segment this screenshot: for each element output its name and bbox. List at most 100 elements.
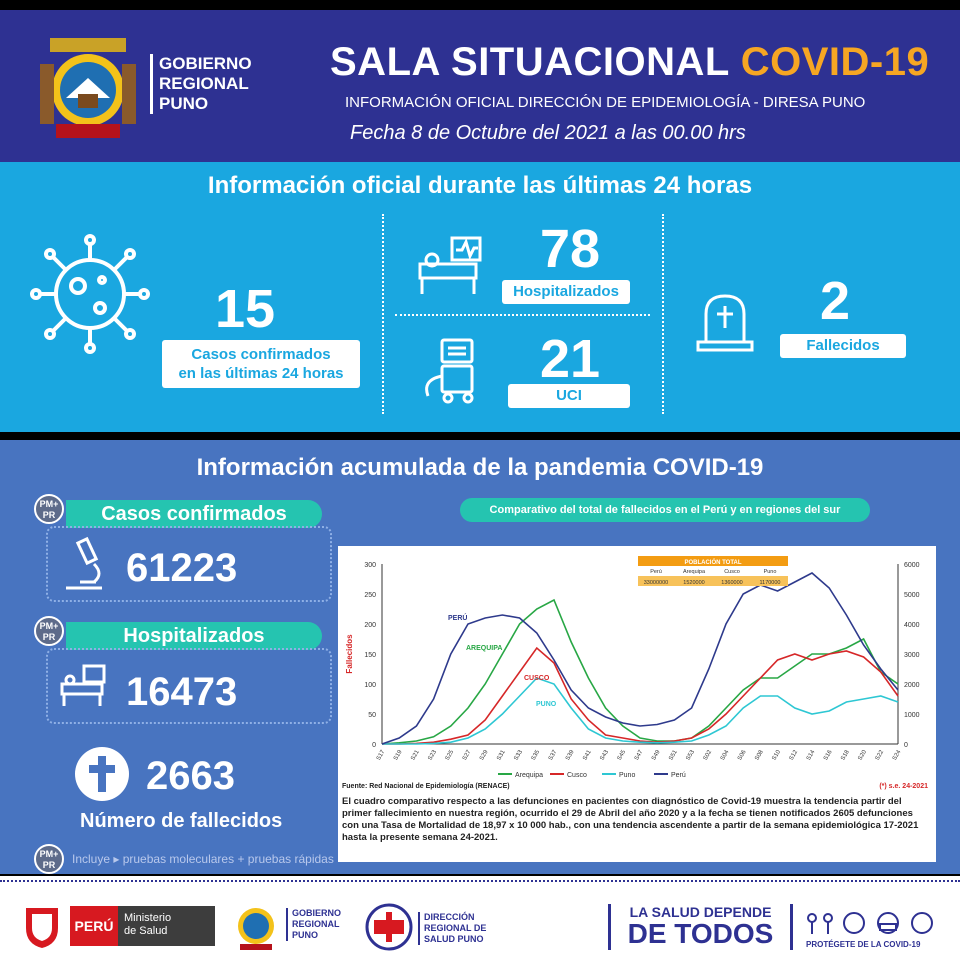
x-tick-label: S23 <box>427 749 438 762</box>
legend-label: Perú <box>671 772 686 779</box>
report-date: Fecha 8 de Octubre del 2021 a las 00.00 … <box>350 122 746 144</box>
population-header: Arequipa <box>683 569 706 575</box>
x-tick-label: S02 <box>703 749 714 762</box>
y-axis-title: Fallecidos <box>345 634 354 674</box>
x-tick-label: S35 <box>531 749 542 762</box>
x-tick-label: S10 <box>771 749 782 762</box>
pm-badge: PM+ PR <box>34 616 64 646</box>
y-tick-label-right: 3000 <box>904 652 920 659</box>
x-tick-label: S18 <box>840 749 851 762</box>
population-value: 1360000 <box>721 580 742 586</box>
y-tick-label-right: 4000 <box>904 622 920 629</box>
population-header: Puno <box>764 569 777 575</box>
y-tick-label-left: 200 <box>364 622 376 629</box>
accumulated-title: Información acumulada de la pandemia COV… <box>196 454 764 481</box>
y-tick-label-left: 100 <box>364 682 376 689</box>
x-tick-label: S19 <box>393 749 404 762</box>
cases-24h-label: Casos confirmados en las últimas 24 hora… <box>162 340 360 388</box>
header-banner: GOBIERNO REGIONAL PUNO SALA SITUACIONAL … <box>0 10 960 162</box>
series-line-cusco <box>382 646 899 745</box>
population-value: 1520000 <box>683 580 704 586</box>
population-title: POBLACIÓN TOTAL <box>684 558 741 566</box>
x-tick-label: S45 <box>617 749 628 762</box>
deaths-line-chart: 0501001502002503000100020003000400050006… <box>342 556 928 790</box>
population-values-bg <box>638 576 788 586</box>
virus-icon <box>30 234 150 354</box>
diresa-logo-icon <box>365 903 413 951</box>
x-tick-label: S21 <box>410 749 421 762</box>
x-tick-label: S51 <box>668 749 679 762</box>
x-tick-label: S41 <box>582 749 593 762</box>
y-tick-label-right: 2000 <box>904 682 920 689</box>
y-tick-label-left: 0 <box>372 742 376 749</box>
x-tick-label: S49 <box>651 749 662 762</box>
legend-label: Puno <box>619 772 635 779</box>
campaign-logo: LA SALUD DEPENDE DE TODOS <box>608 904 793 950</box>
uci-24h-label: UCI <box>508 384 630 408</box>
acc-cases-label: Casos confirmados <box>66 500 322 528</box>
page-subtitle: INFORMACIÓN OFICIAL DIRECCIÓN DE EPIDEMI… <box>345 94 866 111</box>
x-tick-label: S47 <box>634 749 645 762</box>
last-24h-section: Información oficial durante las últimas … <box>0 162 960 432</box>
y-tick-label-left: 250 <box>364 592 376 599</box>
population-value: 33000000 <box>644 580 668 586</box>
tests-note: Incluye ▸ pruebas moleculares + pruebas … <box>72 852 334 866</box>
diresa-footer-label: DIRECCIÓN REGIONAL DE SALUD PUNO <box>418 912 486 945</box>
series-line-perú <box>381 572 899 745</box>
last-24h-title: Información oficial durante las últimas … <box>207 172 753 199</box>
icu-monitor-icon <box>425 338 474 404</box>
tombstone-icon <box>696 294 754 352</box>
x-tick-label: S39 <box>565 749 576 762</box>
cases-24h-value: 15 <box>214 279 276 339</box>
hosp-24h-value: 78 <box>539 219 601 279</box>
acc-hosp-value: 16473 <box>126 670 238 714</box>
x-tick-label: S06 <box>737 749 748 762</box>
y-tick-label-left: 150 <box>364 652 376 659</box>
population-header: Perú <box>650 569 662 575</box>
y-tick-label-right: 0 <box>904 742 908 749</box>
hospital-bed-icon <box>418 236 482 294</box>
footer: PERÚ Ministerio de Salud GOBIERNO REGIONAL… <box>0 876 960 956</box>
acc-cases-card <box>46 526 332 602</box>
x-tick-label: S43 <box>599 749 610 762</box>
x-tick-label: S31 <box>496 749 507 762</box>
label-peru: PERÚ <box>448 613 467 622</box>
gov-regional-label: GOBIERNO REGIONAL PUNO <box>150 54 252 114</box>
population-header: Cusco <box>724 569 740 575</box>
accumulated-section: Información acumulada de la pandemia COV… <box>0 440 960 874</box>
hospital-bed-icon <box>60 664 106 706</box>
x-tick-label: S20 <box>857 749 868 762</box>
legend-label: Arequipa <box>515 772 543 779</box>
chart-banner: Comparativo del total de fallecidos en e… <box>460 498 870 522</box>
population-title-bg <box>638 556 788 566</box>
x-tick-label: S16 <box>823 749 834 762</box>
y-tick-label-right: 5000 <box>904 592 920 599</box>
minsa-logo: PERÚ Ministerio de Salud <box>70 906 215 946</box>
series-line-arequipa <box>381 598 899 745</box>
y-tick-label-right: 1000 <box>904 712 920 719</box>
y-tick-label-left: 300 <box>364 562 376 569</box>
deaths-chart-panel: 0 50 100 150 200 250 300 0 1000 2000 3000 4000 5000 6… <box>338 546 936 862</box>
acc-cases-value: 61223 <box>126 546 238 590</box>
x-tick-label: S14 <box>806 749 817 762</box>
pm-badge: PM+ PR <box>34 494 64 524</box>
x-tick-label: S22 <box>875 749 886 762</box>
hosp-24h-label: Hospitalizados <box>502 280 630 304</box>
chart-se-note: (*) s.e. 24-2021 <box>879 783 928 790</box>
x-tick-label: S53 <box>685 749 696 762</box>
chart-description: El cuadro comparativo respecto a las def… <box>342 796 919 843</box>
label-cusco: CUSCO <box>524 675 550 682</box>
x-tick-label: S33 <box>513 749 524 762</box>
chart-source: Fuente: Red Nacional de Epidemiología (R… <box>342 783 510 790</box>
x-tick-label: S24 <box>892 749 903 762</box>
acc-hosp-label: Hospitalizados <box>66 622 322 650</box>
label-puno: PUNO <box>536 701 557 708</box>
cross-circle-icon <box>75 747 129 801</box>
regional-crest-icon <box>40 38 136 138</box>
gov-puno-footer-label: GOBIERNO REGIONAL PUNO <box>286 908 341 941</box>
deaths-24h-label: Fallecidos <box>780 334 906 358</box>
x-tick-label: S37 <box>548 749 559 762</box>
regional-crest-icon <box>238 908 274 950</box>
pm-badge: PM+ PR <box>34 844 64 874</box>
